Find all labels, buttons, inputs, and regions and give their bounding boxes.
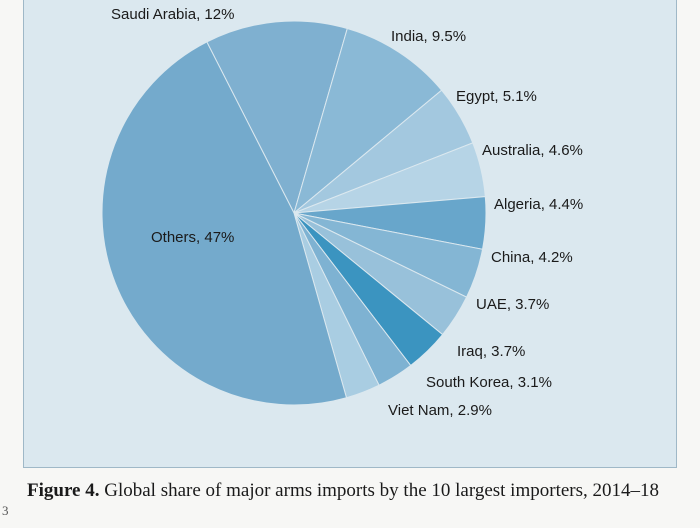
pie-label-viet-nam: Viet Nam, 2.9% — [388, 402, 492, 419]
pie-label-south-korea: South Korea, 3.1% — [426, 374, 552, 391]
pie-label-iraq: Iraq, 3.7% — [457, 343, 525, 360]
margin-mark: 3 — [2, 503, 9, 518]
chart-panel: Saudi Arabia, 12% India, 9.5% Egypt, 5.1% A… — [23, 0, 677, 468]
pie-label-china: China, 4.2% — [491, 249, 573, 266]
pie-slice-saudi-arabia — [206, 20, 348, 215]
pie-label-uae: UAE, 3.7% — [476, 296, 549, 313]
pie-labels: Saudi Arabia, 12% India, 9.5% Egypt, 5.1% A… — [111, 6, 583, 419]
pie-slice-others — [101, 41, 348, 406]
figure-label: Figure 4. — [27, 480, 100, 501]
pie-chart: Saudi Arabia, 12% India, 9.5% Egypt, 5.1% A… — [101, 6, 583, 419]
pie-label-india: India, 9.5% — [391, 28, 466, 45]
figure-caption: Figure 4. Global share of major arms imp… — [27, 478, 687, 503]
pie-label-egypt: Egypt, 5.1% — [456, 88, 537, 105]
pie-slice-india — [293, 27, 443, 215]
pie-label-others: Others, 47% — [151, 229, 234, 246]
pie-label-saudi-arabia: Saudi Arabia, 12% — [111, 6, 234, 23]
pie-label-algeria: Algeria, 4.4% — [494, 196, 583, 213]
figure-caption-text: Global share of major arms imports by th… — [99, 480, 660, 501]
pie-label-australia: Australia, 4.6% — [482, 142, 583, 159]
pie-slices — [101, 20, 487, 406]
